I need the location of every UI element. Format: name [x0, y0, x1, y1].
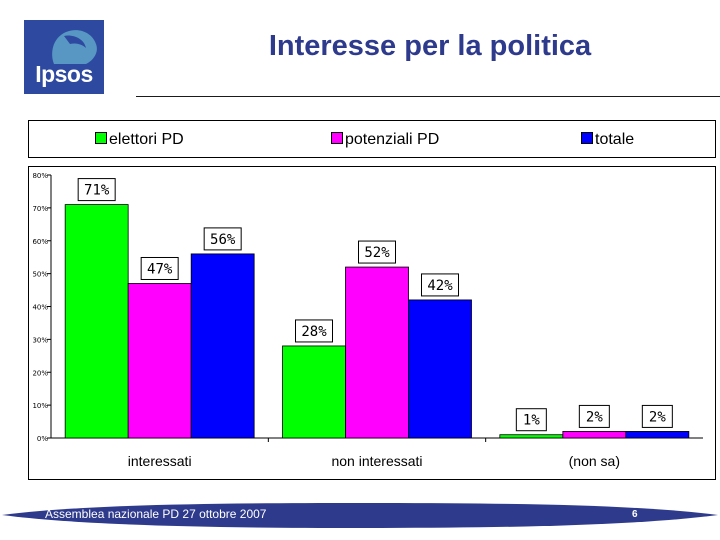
data-label: 42% — [427, 278, 453, 294]
legend-swatch-totale — [581, 132, 593, 145]
data-label-box — [140, 256, 179, 280]
head-silhouette-icon — [52, 30, 97, 64]
data-label: 56% — [210, 232, 236, 248]
data-label-box — [421, 273, 459, 297]
legend-label-totale: totale — [595, 131, 635, 148]
y-tick-label: 40% — [32, 304, 48, 312]
bar — [562, 431, 627, 439]
chart-legend: elettori PD potenziali PD totale — [28, 120, 716, 158]
y-tick-label: 80% — [32, 172, 48, 180]
data-label: 52% — [364, 245, 390, 261]
y-tick-label: 30% — [32, 336, 48, 344]
bar — [345, 266, 409, 439]
bar — [282, 345, 346, 439]
data-label: 2% — [586, 409, 603, 425]
data-label-box — [515, 408, 547, 432]
bar — [625, 431, 690, 439]
legend-item-totale: totale — [581, 131, 634, 149]
ipsos-logo: Ipsos — [24, 20, 104, 94]
category-label: non interessati — [331, 453, 422, 469]
bar — [499, 434, 564, 439]
y-tick-label: 0% — [37, 435, 48, 443]
bar — [190, 253, 255, 439]
data-label-box — [203, 227, 242, 251]
legend-label-potenziali: potenziali PD — [345, 131, 440, 148]
bar — [64, 204, 129, 439]
bar — [408, 299, 472, 439]
page-number: 6 — [632, 509, 638, 520]
y-tick-label: 20% — [32, 369, 48, 377]
legend-item-potenziali: potenziali PD — [331, 131, 439, 149]
chart-area: 0% 10% 20% 30% 40% 50% 60% 70% 80% interessati 71%… — [28, 166, 716, 480]
legend-swatch-potenziali — [331, 132, 343, 145]
category-label: interessati — [128, 453, 192, 469]
page-title: Interesse per la politica — [268, 30, 592, 62]
data-label: 1% — [523, 413, 540, 429]
logo-text: Ipsos — [35, 61, 93, 87]
legend-label-elettori: elettori PD — [109, 131, 184, 148]
y-tick-label: 70% — [32, 205, 48, 213]
data-label: 71% — [84, 183, 110, 199]
data-label-box — [295, 319, 333, 343]
data-label-box — [77, 178, 116, 202]
data-label-box — [578, 404, 610, 428]
footer-band — [2, 503, 718, 528]
category-label: (non sa) — [569, 453, 620, 469]
y-tick-label: 50% — [32, 271, 48, 279]
legend-item-elettori: elettori PD — [95, 131, 184, 149]
data-label-box — [641, 404, 673, 428]
bar-chart: 0% 10% 20% 30% 40% 50% 60% 70% 80% interessati 71%… — [32, 172, 703, 469]
data-label: 28% — [301, 324, 327, 340]
y-tick-label: 10% — [32, 402, 48, 410]
title-divider — [136, 96, 720, 97]
data-label: 47% — [147, 261, 173, 277]
data-label-box — [358, 240, 396, 264]
y-tick-label: 60% — [32, 238, 48, 246]
data-label: 2% — [649, 409, 666, 425]
legend-swatch-elettori — [95, 132, 107, 145]
bar — [127, 283, 192, 439]
footer-text: Assemblea nazionale PD 27 ottobre 2007 — [45, 507, 267, 521]
